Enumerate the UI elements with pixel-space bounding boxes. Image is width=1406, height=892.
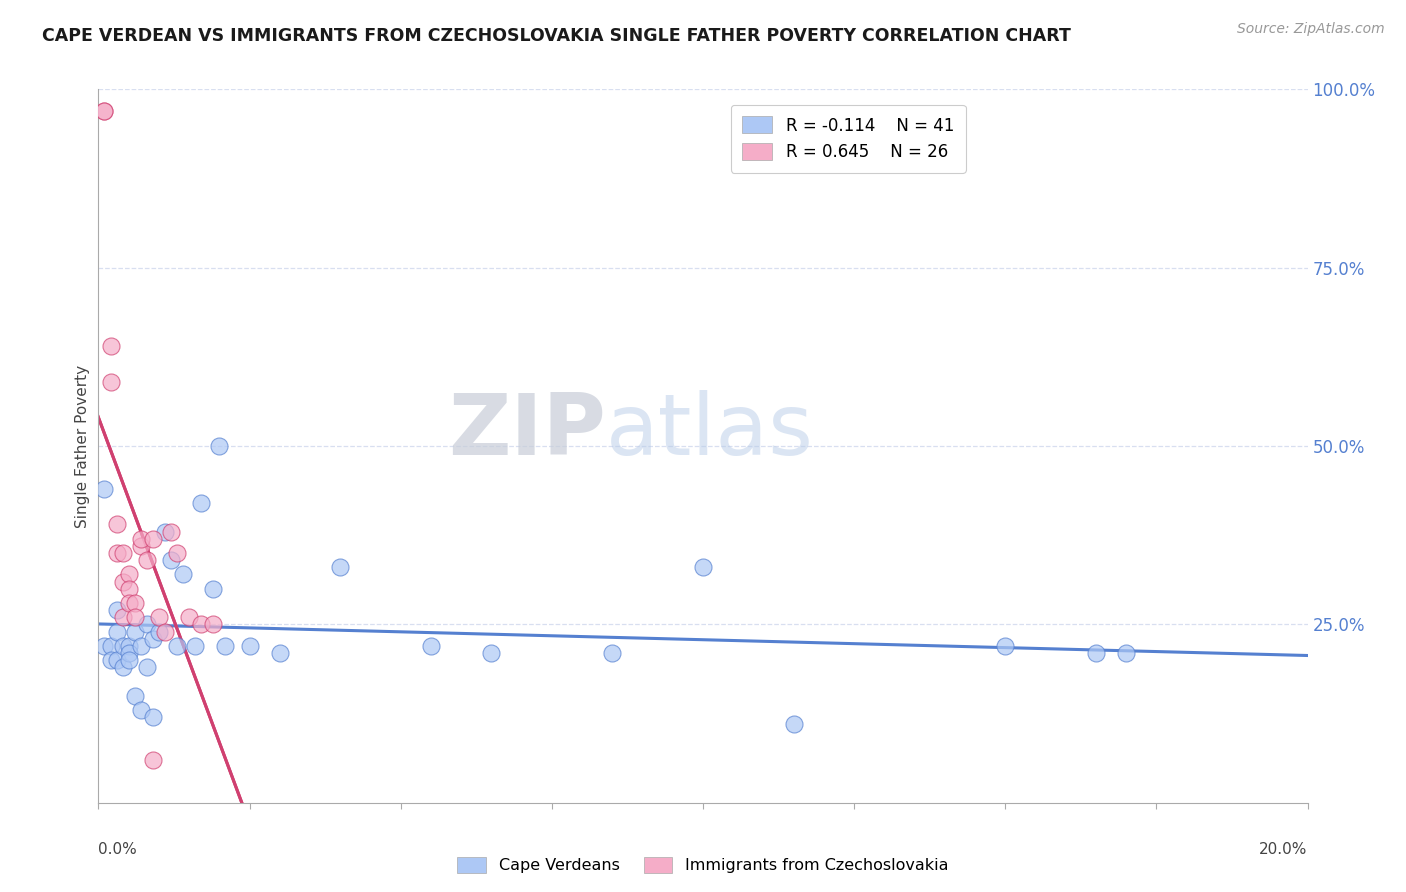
Point [105,624,128,639]
Point [166,546,188,560]
Point [100,653,122,667]
Point [481,646,503,660]
Point [202,617,225,632]
Point [111,610,134,624]
Point [118,639,141,653]
Point [129,532,152,546]
Point [93,103,115,118]
Point [100,375,122,389]
Point [135,660,157,674]
Text: 0.0%: 0.0% [98,842,138,857]
Point [105,517,128,532]
Point [124,689,146,703]
Point [111,546,134,560]
Text: CAPE VERDEAN VS IMMIGRANTS FROM CZECHOSLOVAKIA SINGLE FATHER POVERTY CORRELATION: CAPE VERDEAN VS IMMIGRANTS FROM CZECHOSL… [42,27,1071,45]
Point [153,624,176,639]
Point [111,639,134,653]
Point [142,753,165,767]
Text: 20.0%: 20.0% [1260,842,1308,857]
Point [111,574,134,589]
Point [190,617,212,632]
Point [135,553,157,567]
Point [160,553,183,567]
Text: ZIP: ZIP [449,390,606,474]
Legend: R = -0.114    N = 41, R = 0.645    N = 26: R = -0.114 N = 41, R = 0.645 N = 26 [731,104,966,173]
Point [420,639,443,653]
Point [190,496,212,510]
Point [142,632,165,646]
Point [239,639,262,653]
Point [994,639,1017,653]
Point [148,624,170,639]
Point [93,482,115,496]
Point [124,610,146,624]
Point [208,439,231,453]
Point [329,560,352,574]
Point [783,717,806,731]
Point [100,639,122,653]
Text: Source: ZipAtlas.com: Source: ZipAtlas.com [1237,22,1385,37]
Point [129,703,152,717]
Point [166,639,188,653]
Point [118,646,141,660]
Point [1085,646,1108,660]
Point [105,603,128,617]
Point [135,617,157,632]
Point [100,339,122,353]
Point [214,639,236,653]
Point [142,710,165,724]
Point [179,610,201,624]
Point [118,596,141,610]
Legend: Cape Verdeans, Immigrants from Czechoslovakia: Cape Verdeans, Immigrants from Czechoslo… [451,850,955,880]
Point [692,560,714,574]
Point [124,624,146,639]
Point [93,103,115,118]
Point [148,610,170,624]
Point [172,567,194,582]
Point [93,639,115,653]
Point [129,639,152,653]
Point [184,639,207,653]
Point [602,646,624,660]
Point [118,582,141,596]
Text: atlas: atlas [606,390,814,474]
Point [118,653,141,667]
Point [202,582,225,596]
Point [1115,646,1137,660]
Point [142,532,165,546]
Point [105,653,128,667]
Point [105,546,128,560]
Point [160,524,183,539]
Point [269,646,291,660]
Point [129,539,152,553]
Point [153,524,176,539]
Point [124,596,146,610]
Point [111,660,134,674]
Y-axis label: Single Father Poverty: Single Father Poverty [75,365,90,527]
Point [118,567,141,582]
